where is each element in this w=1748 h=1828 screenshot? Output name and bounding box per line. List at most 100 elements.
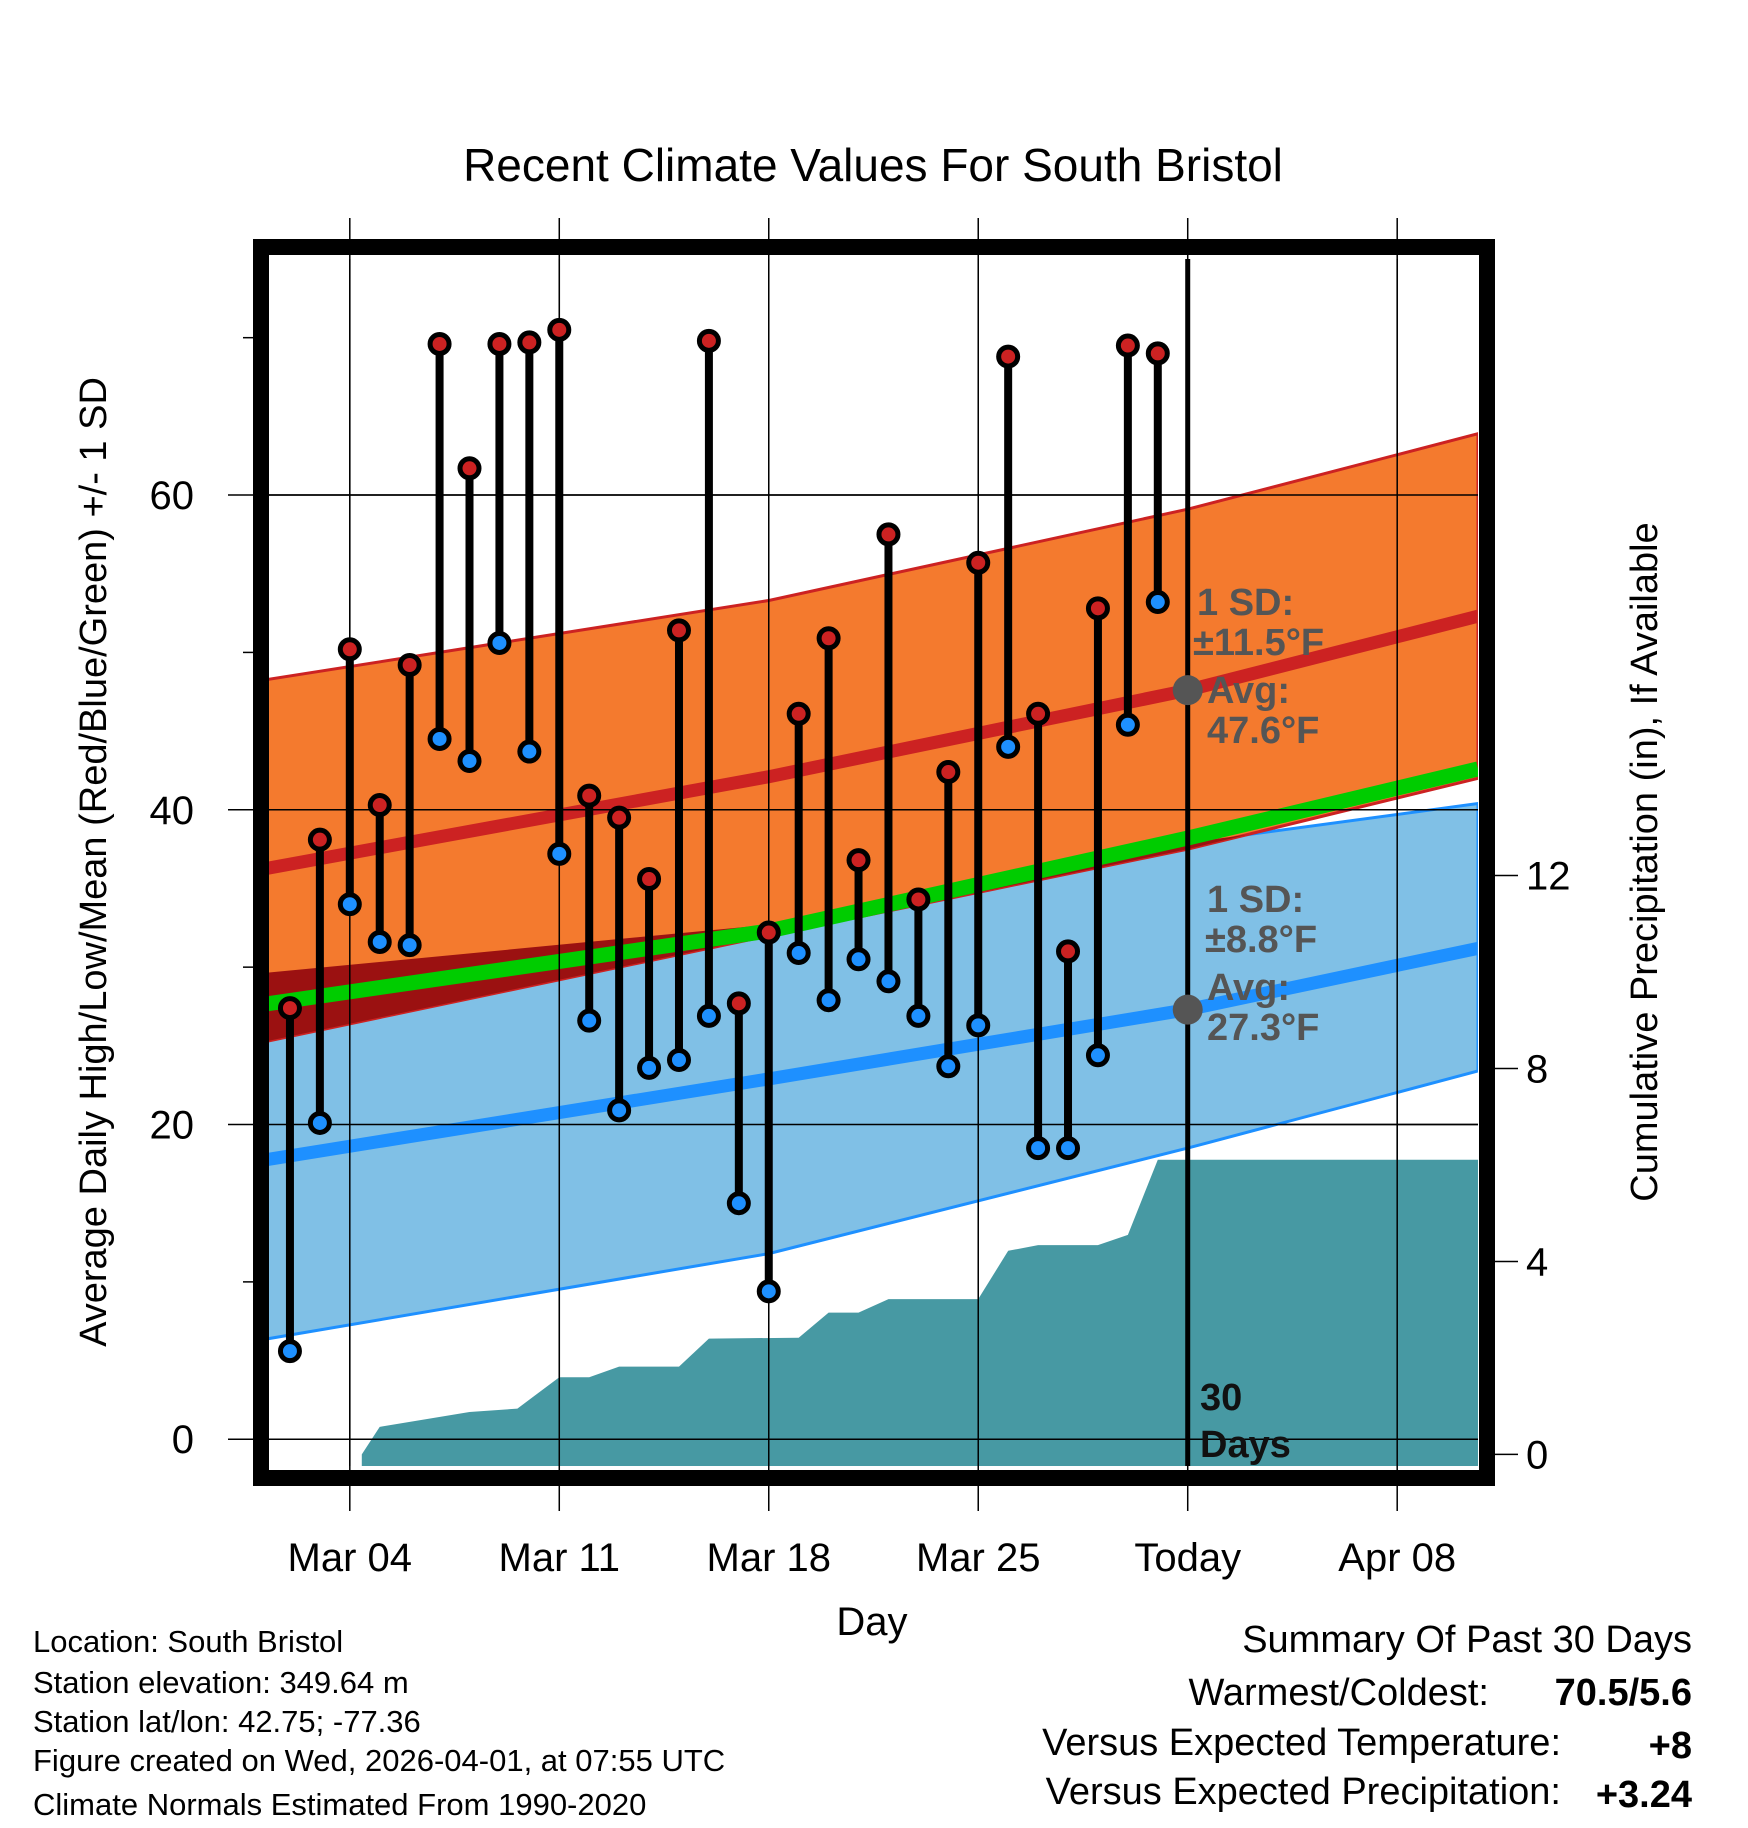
daily-low-point xyxy=(487,630,512,655)
info-elevation: Station elevation: 349.64 m xyxy=(33,1665,409,1700)
daily-low-point xyxy=(337,892,362,917)
daily-high-point xyxy=(1026,701,1051,726)
day-mark-mar-10 xyxy=(517,330,542,764)
high-avg-label: Avg: xyxy=(1207,670,1290,712)
today-high-avg-marker xyxy=(1172,675,1203,706)
day-mark-mar-27 xyxy=(1026,701,1051,1161)
station-info: Location: South Bristol Station elevatio… xyxy=(33,1624,725,1822)
day-mark-mar-26 xyxy=(996,344,1021,759)
day-mark-mar-30 xyxy=(1115,333,1140,737)
daily-low-point xyxy=(846,947,871,972)
daily-low-point xyxy=(1115,712,1140,737)
low-avg-label: Avg: xyxy=(1207,967,1290,1009)
day-mark-mar-13 xyxy=(607,805,632,1123)
day-mark-mar-18 xyxy=(756,920,781,1304)
x-axis-label: Day xyxy=(836,1600,907,1644)
daily-low-point xyxy=(577,1008,602,1033)
info-created: Figure created on Wed, 2026-04-01, at 07… xyxy=(33,1743,725,1778)
daily-high-point xyxy=(1145,341,1170,366)
day-mark-mar-24 xyxy=(936,760,961,1079)
daily-high-point xyxy=(996,344,1021,369)
y2-tick-label: 12 xyxy=(1526,855,1571,899)
day-mark-mar-03 xyxy=(307,827,332,1135)
daily-high-point xyxy=(457,456,482,481)
day-mark-mar-25 xyxy=(966,550,991,1038)
x-tick-label: Mar 11 xyxy=(499,1536,621,1580)
day-mark-mar-20 xyxy=(816,626,841,1013)
daily-low-point xyxy=(1085,1043,1110,1068)
day-mark-mar-07 xyxy=(427,331,452,751)
daily-low-point xyxy=(457,748,482,773)
warmest-coldest-label: Warmest/Coldest: xyxy=(1188,1672,1489,1714)
plot-frame xyxy=(253,239,1495,1486)
daily-low-point xyxy=(1056,1136,1081,1161)
daily-high-point xyxy=(307,827,332,852)
daily-low-point xyxy=(517,739,542,764)
day-mark-mar-15 xyxy=(666,618,691,1072)
day-mark-mar-16 xyxy=(696,328,721,1028)
daily-low-point xyxy=(966,1013,991,1038)
day-mark-mar-17 xyxy=(726,991,751,1216)
daily-low-point xyxy=(726,1191,751,1216)
today-low-avg-marker xyxy=(1172,994,1203,1025)
info-location: Location: South Bristol xyxy=(33,1624,343,1659)
daily-low-point xyxy=(666,1047,691,1072)
day-mark-mar-22 xyxy=(876,522,901,994)
x-tick-label: Today xyxy=(1134,1536,1241,1580)
temp-vs-expected-value: +8 xyxy=(1649,1725,1692,1767)
period-label-number: 30 xyxy=(1200,1377,1242,1419)
daily-low-point xyxy=(906,1003,931,1028)
daily-high-point xyxy=(966,550,991,575)
temp-vs-expected-label: Versus Expected Temperature: xyxy=(1042,1722,1561,1764)
daily-low-point xyxy=(1026,1136,1051,1161)
info-latlon: Station lat/lon: 42.75; -77.36 xyxy=(33,1704,421,1739)
info-normals: Climate Normals Estimated From 1990-2020 xyxy=(33,1787,646,1822)
y-axis-label: Average Daily High/Low/Mean (Red/Blue/Gr… xyxy=(73,377,115,1347)
y2-tick-label: 4 xyxy=(1526,1240,1548,1284)
high-sd-value: ±11.5°F xyxy=(1193,622,1324,664)
daily-high-point xyxy=(936,760,961,785)
daily-high-point xyxy=(666,618,691,643)
day-mark-mar-02 xyxy=(277,996,302,1364)
daily-low-point xyxy=(786,940,811,965)
high-sd-label: 1 SD: xyxy=(1197,582,1294,624)
daily-low-point xyxy=(756,1279,781,1304)
y2-tick-label: 0 xyxy=(1526,1433,1548,1477)
daily-high-point xyxy=(337,637,362,662)
daily-high-point xyxy=(487,331,512,356)
daily-high-point xyxy=(577,783,602,808)
day-mark-mar-29 xyxy=(1085,596,1110,1068)
day-mark-mar-11 xyxy=(547,317,572,866)
daily-high-point xyxy=(786,701,811,726)
day-mark-mar-14 xyxy=(637,867,662,1080)
daily-low-point xyxy=(1145,590,1170,615)
daily-high-point xyxy=(816,626,841,651)
daily-low-point xyxy=(427,726,452,751)
axes: Mar 04 Mar 11 Mar 18 Mar 25 Today Apr 0802040… xyxy=(150,336,1571,1580)
daily-low-point xyxy=(876,969,901,994)
x-tick-label: Apr 08 xyxy=(1338,1536,1456,1580)
daily-high-point xyxy=(846,848,871,873)
low-avg-value: 27.3°F xyxy=(1207,1007,1319,1049)
day-mark-mar-21 xyxy=(846,848,871,972)
precip-vs-expected-label: Versus Expected Precipitation: xyxy=(1046,1771,1561,1813)
daily-low-point xyxy=(637,1055,662,1080)
daily-high-point xyxy=(1085,596,1110,621)
daily-high-point xyxy=(696,328,721,353)
daily-high-point xyxy=(637,867,662,892)
daily-high-point xyxy=(726,991,751,1016)
daily-high-point xyxy=(517,330,542,355)
daily-high-point xyxy=(1056,939,1081,964)
day-mark-mar-04 xyxy=(337,637,362,917)
daily-low-point xyxy=(397,933,422,958)
x-tick-label: Mar 04 xyxy=(288,1536,413,1580)
high-avg-value: 47.6°F xyxy=(1207,710,1319,752)
y-tick-label: 60 xyxy=(150,474,195,518)
day-mark-mar-08 xyxy=(457,456,482,773)
precipitation-area xyxy=(361,1159,1478,1466)
daily-high-point xyxy=(607,805,632,830)
period-label-days: Days xyxy=(1200,1424,1291,1466)
annotations: 1 SD: ±11.5°F Avg: 47.6°F 1 SD: ±8.8°F A… xyxy=(1193,582,1324,1466)
chart-title: Recent Climate Values For South Bristol xyxy=(463,139,1283,191)
y-tick-label: 0 xyxy=(172,1418,194,1462)
